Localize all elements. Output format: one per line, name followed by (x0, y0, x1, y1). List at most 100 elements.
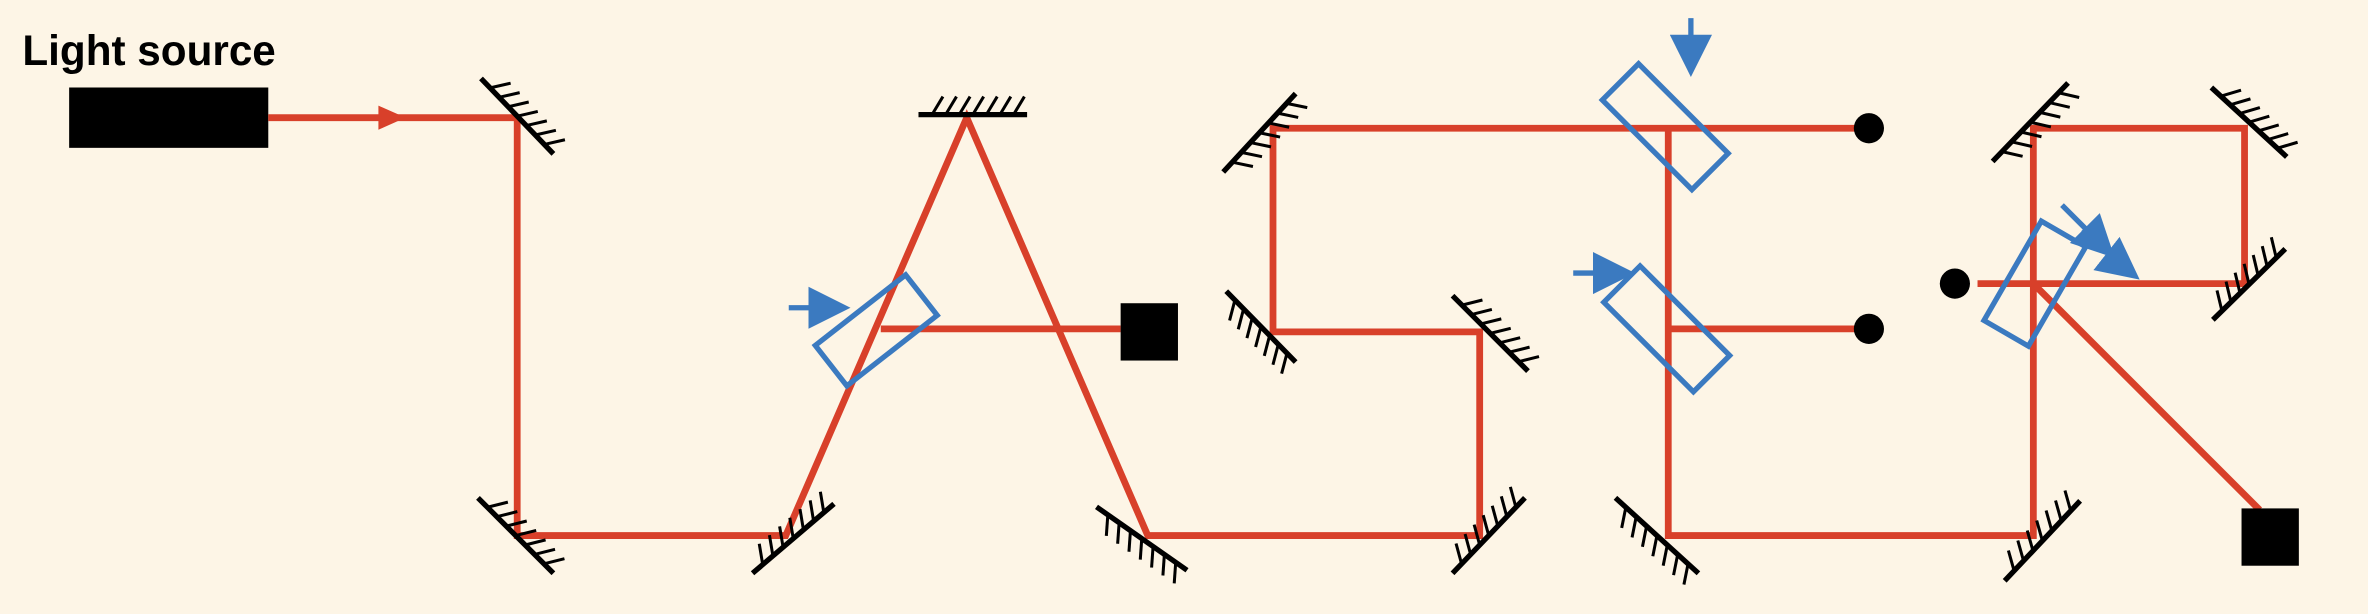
mirror-hatch (1262, 335, 1272, 357)
mirror-hatch (1463, 533, 1473, 555)
beam-arrow (378, 105, 406, 130)
beam-dump (2241, 508, 2299, 566)
beam-splitter (1980, 217, 2090, 350)
mirror-hatch (2035, 520, 2044, 542)
mirror-hatch (507, 100, 530, 109)
mirror-hatch (1499, 336, 1521, 345)
light-source (69, 87, 269, 148)
mirror-hatch (1454, 543, 1464, 565)
beam-splitters (788, 18, 2140, 396)
mirror-hatch (1268, 121, 1290, 129)
mirror-hatch (1461, 298, 1483, 307)
mirror-hatch (808, 500, 816, 522)
mirror-hatch (1150, 546, 1155, 568)
mirror-hatch (2063, 490, 2073, 512)
mirror-hatch (1508, 345, 1530, 354)
mirror-hatch (2233, 272, 2242, 294)
mirror-hatch (985, 95, 999, 116)
mirror-hatch (1640, 525, 1649, 548)
mirror-hatch (1480, 317, 1502, 326)
beam-splitter (811, 271, 941, 390)
mirror-hatch (2025, 530, 2035, 552)
mirror-hatch (2229, 97, 2251, 107)
mirror-hatch (1245, 317, 1254, 339)
mirror-hatch (1271, 343, 1280, 366)
mirror-hatch (757, 543, 765, 565)
mirror-hatch (2048, 101, 2071, 109)
mirror-hatch (487, 500, 509, 509)
mirror-hatch (818, 491, 826, 513)
mirror-hatch (1630, 516, 1638, 538)
mirror-hatch (544, 138, 566, 146)
mirror-hatch (496, 510, 518, 519)
mirror-hatch (767, 534, 775, 557)
mirror-hatch (2267, 132, 2289, 141)
mirror-hatch (2224, 281, 2233, 303)
mirror-hatch (2054, 500, 2063, 522)
beam-splitter (1598, 60, 1732, 194)
mirror-hatch (778, 526, 785, 548)
mirror-hatch (1236, 308, 1246, 330)
mirror-hatch (489, 81, 511, 90)
mirror-hatch (998, 95, 1013, 116)
mirror-hatch (1277, 111, 1299, 119)
mirrors (476, 76, 2299, 585)
mirror-hatch (1280, 352, 1289, 375)
mirror-hatch (2006, 550, 2016, 572)
beam (2030, 281, 2263, 513)
beam-dump (1120, 303, 1178, 361)
beam (268, 109, 1869, 539)
endpoints (1120, 113, 2299, 566)
mirror-hatch (2220, 88, 2242, 98)
mirror-hatch (798, 508, 805, 531)
mirror-hatch (1661, 544, 1669, 566)
mirror-hatch (1651, 535, 1659, 557)
mirror-hatch (1138, 538, 1144, 560)
mirror-hatch (2016, 540, 2025, 562)
mirror-hatch (543, 557, 565, 566)
mirror-hatch (2242, 263, 2251, 285)
mirror-hatch (2039, 110, 2061, 119)
mirror-hatch (2248, 114, 2270, 124)
mirror-hatch (1286, 101, 1308, 110)
mirror-hatch (1241, 150, 1263, 159)
mirror-hatch (1481, 514, 1491, 536)
mirror-hatch (2251, 254, 2260, 276)
mirror-hatch (1012, 95, 1026, 116)
arrow (2081, 227, 2140, 280)
mirror-hatch (534, 128, 557, 137)
mirror-hatch (2215, 290, 2224, 312)
beam (1664, 124, 2248, 539)
mirror-hatch (1231, 160, 1254, 168)
mirror-hatch (1472, 524, 1482, 546)
mirror-hatch (1104, 514, 1110, 536)
mirror-hatch (505, 519, 528, 528)
mirror-hatch (1127, 530, 1132, 552)
mirror-hatch (1228, 299, 1237, 321)
mirror-hatch (534, 547, 556, 556)
mirror-hatch (788, 517, 795, 539)
mirror-hatch (498, 91, 521, 99)
mirror-hatch (2020, 130, 2042, 139)
mirror-hatch (524, 538, 546, 547)
mirror-hatch (515, 528, 537, 538)
mirror-hatch (1250, 141, 1272, 149)
mirror-hatch (1672, 554, 1680, 576)
mirror-hatch (957, 95, 972, 116)
mirror-hatch (1471, 307, 1493, 317)
mirror-hatch (2001, 150, 2023, 158)
mirror-hatch (1682, 563, 1690, 585)
mirror-hatch (2029, 120, 2052, 129)
mirror-hatch (516, 109, 539, 118)
detector (1853, 113, 1884, 144)
mirror-hatch (2269, 236, 2278, 259)
mirror-hatch (525, 119, 548, 128)
mirror-hatch (971, 95, 985, 116)
mirror-hatch (1620, 506, 1628, 529)
mirror-hatch (1254, 326, 1263, 348)
mirror-hatch (930, 95, 945, 116)
mirror-hatch (2239, 106, 2261, 115)
